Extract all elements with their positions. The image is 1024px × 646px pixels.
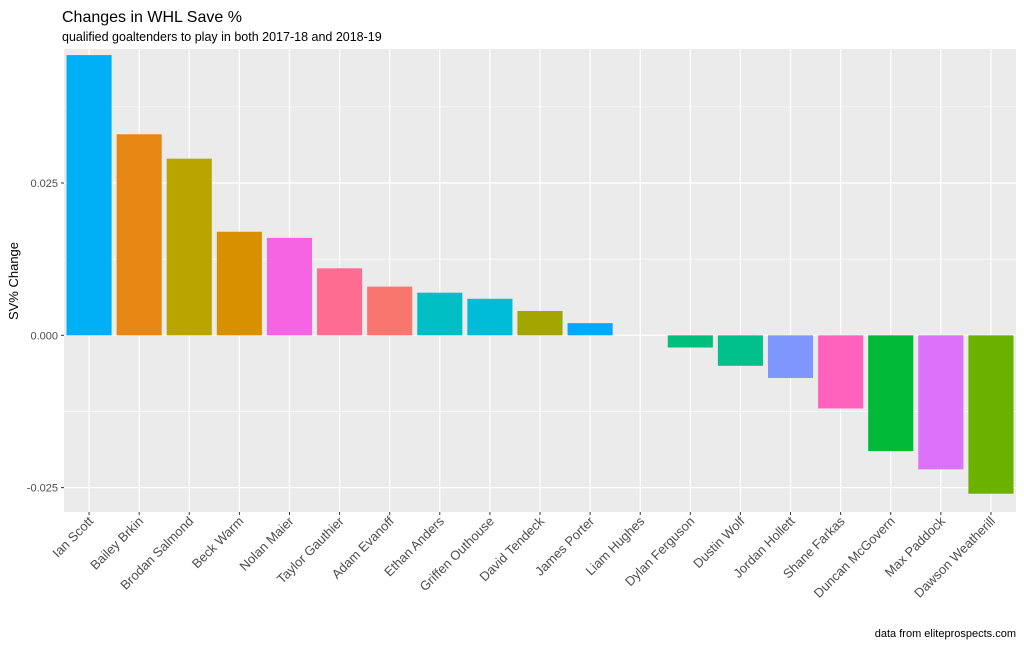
bar — [266, 237, 313, 336]
y-tick-label: 0.000 — [30, 330, 58, 342]
bars — [66, 55, 1014, 494]
bar — [818, 335, 864, 409]
bar — [367, 286, 413, 336]
y-tick-label: 0.025 — [30, 178, 58, 190]
bar — [667, 335, 713, 348]
chart-caption: data from eliteprospects.com — [875, 628, 1016, 640]
x-tick-label: Ian Scott — [49, 513, 96, 560]
chart-title: Changes in WHL Save % — [62, 9, 242, 26]
bar — [767, 335, 814, 378]
bar — [216, 231, 262, 336]
bar — [66, 55, 112, 336]
bar — [166, 158, 212, 336]
bar — [567, 323, 613, 336]
bar — [417, 292, 463, 336]
bar — [968, 335, 1014, 494]
bar — [467, 298, 513, 336]
bar — [517, 310, 563, 336]
bar — [717, 335, 763, 366]
bar — [317, 268, 363, 336]
y-axis: -0.025 0.000 0.025 — [27, 178, 64, 495]
chart-subtitle: qualified goaltenders to play in both 20… — [62, 30, 382, 44]
y-axis-label: SV% Change — [6, 242, 21, 320]
bar — [116, 134, 162, 336]
bar — [918, 335, 964, 470]
bar — [868, 335, 914, 452]
y-tick-label: -0.025 — [27, 483, 58, 495]
